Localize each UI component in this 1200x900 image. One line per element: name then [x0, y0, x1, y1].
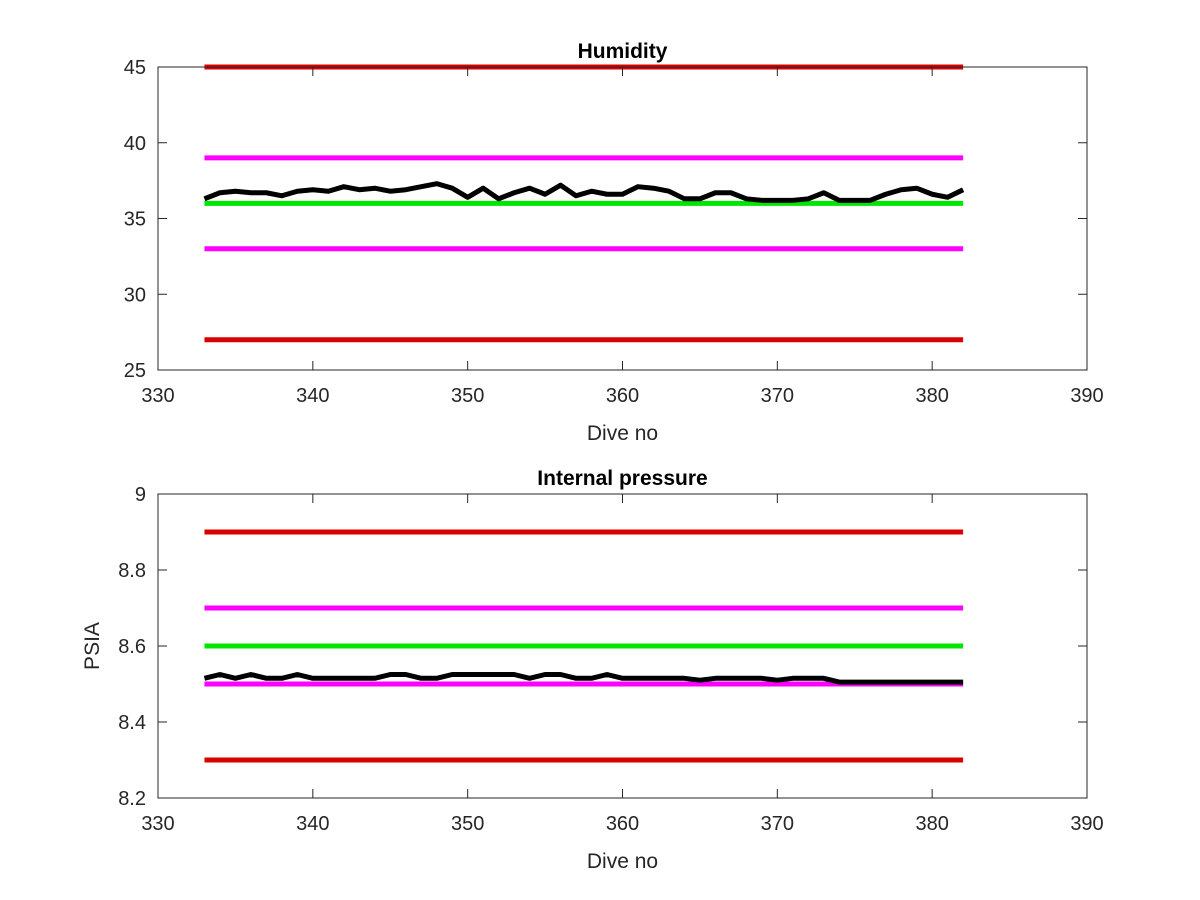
x-tick-label: 380 — [915, 385, 948, 407]
y-tick-label: 45 — [124, 57, 146, 79]
internal-pressure-chart: 330 340 350 360 370 380 390 8.2 8.4 8.6 8.8 9 Intern… — [81, 467, 1104, 873]
humidity-chart: 330 340 350 360 370 380 390 25 30 35 40 45 Humidity D… — [124, 40, 1104, 445]
x-tick-label: 340 — [296, 813, 329, 835]
x-tick-label: 350 — [451, 813, 484, 835]
chart-title: Humidity — [578, 40, 668, 63]
plot-frame — [157, 66, 1088, 371]
x-tick-label: 340 — [296, 385, 329, 407]
series-line-5 — [203, 181, 965, 203]
y-tick-label: 9 — [135, 484, 146, 506]
x-tick-label: 380 — [915, 813, 948, 835]
x-tick-label: 370 — [761, 813, 794, 835]
x-tick-label: 360 — [606, 813, 639, 835]
x-tick-label: 370 — [761, 385, 794, 407]
x-tick-label: 360 — [606, 385, 639, 407]
y-tick-label: 35 — [124, 209, 146, 231]
x-axis-label: Dive no — [587, 422, 658, 445]
chart-title: Internal pressure — [537, 467, 707, 490]
x-tick-label: 330 — [141, 385, 174, 407]
x-axis-label: Dive no — [587, 850, 658, 873]
y-tick-label: 8.2 — [118, 788, 146, 810]
y-tick-label: 40 — [124, 133, 146, 155]
y-axis-label: PSIA — [81, 622, 104, 670]
x-tick-label: 390 — [1070, 813, 1103, 835]
y-tick-label: 8.6 — [118, 636, 146, 658]
y-tick-label: 30 — [124, 284, 146, 306]
series-line-5 — [203, 672, 964, 685]
x-tick-label: 390 — [1070, 385, 1103, 407]
y-tick-label: 8.4 — [118, 712, 146, 734]
y-tick-label: 25 — [124, 360, 146, 382]
x-tick-label: 330 — [141, 813, 174, 835]
y-tick-label: 8.8 — [118, 560, 146, 582]
x-tick-label: 350 — [451, 385, 484, 407]
